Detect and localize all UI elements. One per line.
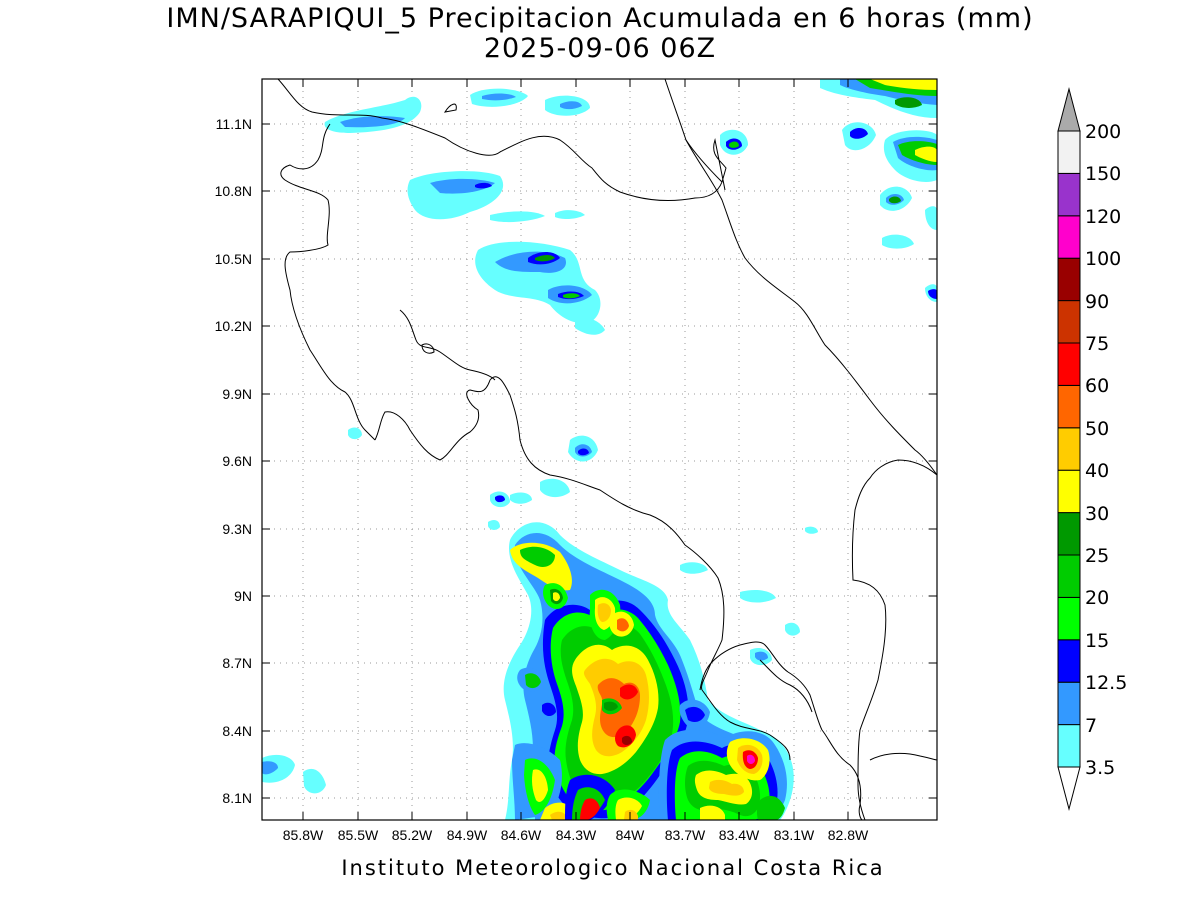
lat-label: 9N — [234, 588, 252, 604]
map-frame — [261, 78, 938, 821]
lat-label: 8.4N — [222, 723, 252, 739]
colorbar-top-arrow — [1057, 87, 1081, 132]
lat-label: 10.5N — [215, 251, 252, 267]
map-title: IMN/SARAPIQUI_5 Precipitacion Acumulada … — [166, 3, 1034, 34]
colorbar-label: 20 — [1085, 587, 1109, 609]
colorbar-label: 12.5 — [1085, 672, 1127, 694]
colorbar-segment — [1057, 342, 1081, 386]
lon-label: 84W — [616, 827, 646, 843]
lat-label: 8.1N — [222, 790, 252, 806]
lon-label: 85.5W — [338, 827, 379, 843]
lon-label: 83.1W — [774, 827, 815, 843]
colorbar-label: 30 — [1085, 503, 1109, 525]
footer-credit: Instituto Meteorologico Nacional Costa R… — [341, 856, 885, 880]
map-date: 2025-09-06 06Z — [483, 33, 717, 64]
colorbar-label: 60 — [1085, 375, 1109, 397]
lon-label: 82.8W — [828, 827, 869, 843]
colorbar-label: 90 — [1085, 291, 1109, 313]
lat-label: 9.9N — [222, 386, 252, 402]
colorbar-segment — [1057, 257, 1081, 302]
colorbar-segment — [1057, 427, 1081, 471]
colorbar-segment — [1057, 596, 1081, 641]
colorbar-segment — [1057, 172, 1081, 217]
colorbar-label: 40 — [1085, 460, 1109, 482]
colorbar-label: 200 — [1085, 121, 1121, 143]
colorbar-bottom-arrow — [1057, 766, 1081, 811]
lat-label: 10.8N — [215, 183, 252, 199]
lat-label: 9.6N — [222, 453, 252, 469]
coastlines — [277, 79, 937, 820]
colorbar-label: 50 — [1085, 418, 1109, 440]
colorbar-label: 120 — [1085, 206, 1121, 228]
precipitation-shading — [262, 79, 937, 820]
colorbar-segment — [1057, 724, 1081, 768]
colorbar-segment — [1057, 639, 1081, 683]
lon-label: 84.9W — [447, 827, 488, 843]
lat-label: 8.7N — [222, 655, 252, 671]
colorbar-label: 3.5 — [1085, 757, 1115, 779]
colorbar-segment — [1057, 469, 1081, 514]
lat-label: 11.1N — [216, 116, 252, 132]
colorbar-segment — [1057, 384, 1081, 429]
colorbar-segment — [1057, 300, 1081, 344]
lon-label: 83.4W — [719, 827, 760, 843]
lon-label: 85.2W — [392, 827, 433, 843]
lat-label: 9.3N — [222, 521, 252, 537]
colorbar-segment — [1057, 512, 1081, 556]
lon-label: 84.6W — [501, 827, 542, 843]
lon-label: 84.3W — [556, 827, 597, 843]
colorbar-label: 75 — [1085, 333, 1109, 355]
colorbar-segment — [1057, 554, 1081, 598]
colorbar-label: 15 — [1085, 630, 1109, 652]
color-bar: 3.5 7 12.5 15 20 25 30 40 50 60 75 90 10… — [1057, 87, 1127, 811]
lon-label: 85.8W — [283, 827, 324, 843]
colorbar-segment — [1057, 681, 1081, 726]
lat-label: 10.2N — [215, 318, 252, 334]
colorbar-segment — [1057, 130, 1081, 174]
colorbar-label: 150 — [1085, 163, 1121, 185]
colorbar-label: 100 — [1085, 248, 1121, 270]
colorbar-label: 25 — [1085, 545, 1109, 567]
lon-label: 83.7W — [665, 827, 706, 843]
colorbar-label: 7 — [1085, 715, 1097, 737]
colorbar-segment — [1057, 215, 1081, 259]
